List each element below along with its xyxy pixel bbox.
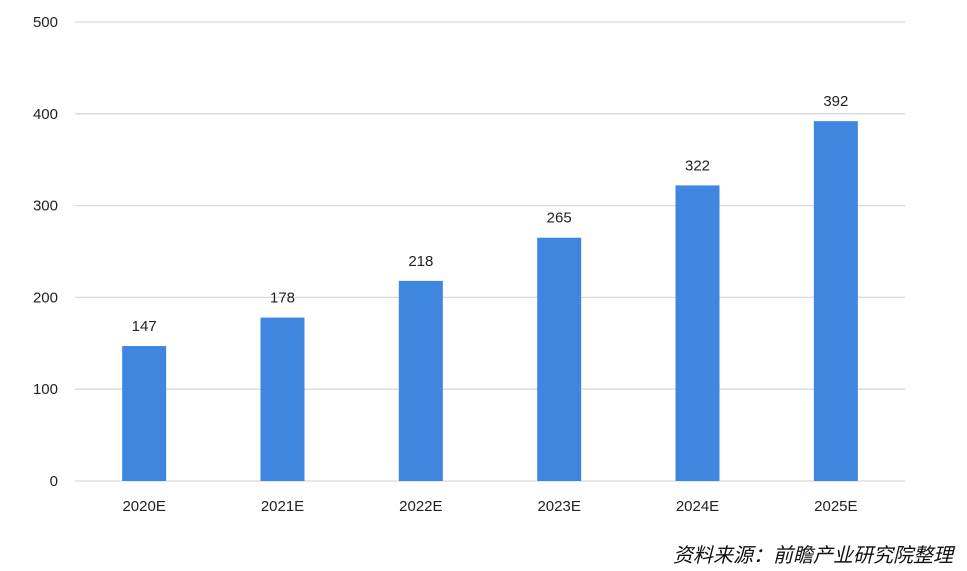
y-tick-label: 200 xyxy=(33,289,58,306)
data-label: 218 xyxy=(408,253,433,270)
bar xyxy=(260,317,305,481)
y-tick-label: 500 xyxy=(33,14,58,31)
bar xyxy=(813,121,858,482)
y-tick-label: 400 xyxy=(33,106,58,123)
bar xyxy=(537,237,582,481)
x-tick-label: 2021E xyxy=(261,498,304,515)
data-label: 147 xyxy=(132,318,157,335)
x-tick-label: 2023E xyxy=(537,498,580,515)
bar xyxy=(398,280,443,481)
bar xyxy=(675,185,720,482)
x-tick-label: 2022E xyxy=(399,498,442,515)
data-label: 392 xyxy=(823,93,848,110)
data-label: 178 xyxy=(270,290,295,307)
data-label: 322 xyxy=(685,157,710,174)
x-tick-label: 2025E xyxy=(814,498,857,515)
y-tick-label: 0 xyxy=(50,473,58,490)
x-tick-label: 2024E xyxy=(676,498,719,515)
data-label: 265 xyxy=(547,210,572,227)
y-tick-label: 300 xyxy=(33,198,58,215)
source-note: 资料来源：前瞻产业研究院整理 xyxy=(673,543,953,567)
bar xyxy=(122,346,167,481)
y-tick-label: 100 xyxy=(33,381,58,398)
x-tick-label: 2020E xyxy=(122,498,165,515)
